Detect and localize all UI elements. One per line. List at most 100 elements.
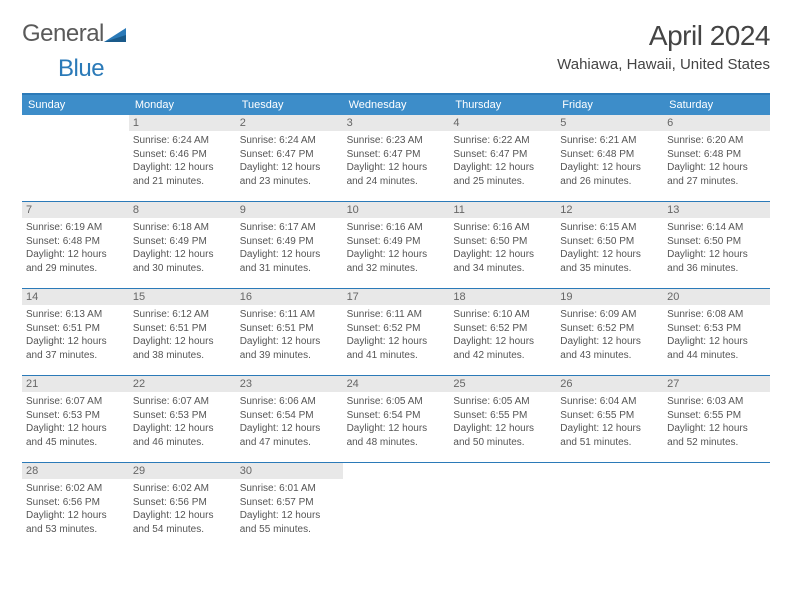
day-d1: Daylight: 12 hours (26, 509, 125, 523)
week-row: 21Sunrise: 6:07 AMSunset: 6:53 PMDayligh… (22, 376, 770, 463)
weekday-header: Thursday (449, 95, 556, 115)
day-d1: Daylight: 12 hours (240, 422, 339, 436)
day-sunrise: Sunrise: 6:01 AM (240, 482, 339, 496)
day-sunrise: Sunrise: 6:24 AM (133, 134, 232, 148)
empty-cell (556, 463, 663, 549)
day-cell: 23Sunrise: 6:06 AMSunset: 6:54 PMDayligh… (236, 376, 343, 462)
week-row: 14Sunrise: 6:13 AMSunset: 6:51 PMDayligh… (22, 289, 770, 376)
day-cell: 9Sunrise: 6:17 AMSunset: 6:49 PMDaylight… (236, 202, 343, 288)
day-d2: and 26 minutes. (560, 175, 659, 189)
day-sunset: Sunset: 6:56 PM (133, 496, 232, 510)
day-d2: and 24 minutes. (347, 175, 446, 189)
week-row: 7Sunrise: 6:19 AMSunset: 6:48 PMDaylight… (22, 202, 770, 289)
day-sunset: Sunset: 6:50 PM (453, 235, 552, 249)
day-sunset: Sunset: 6:57 PM (240, 496, 339, 510)
day-cell: 11Sunrise: 6:16 AMSunset: 6:50 PMDayligh… (449, 202, 556, 288)
day-number: 25 (449, 376, 556, 392)
day-d2: and 21 minutes. (133, 175, 232, 189)
day-cell: 27Sunrise: 6:03 AMSunset: 6:55 PMDayligh… (663, 376, 770, 462)
day-d2: and 31 minutes. (240, 262, 339, 276)
day-sunset: Sunset: 6:52 PM (560, 322, 659, 336)
day-number: 10 (343, 202, 450, 218)
day-number: 12 (556, 202, 663, 218)
day-d2: and 32 minutes. (347, 262, 446, 276)
day-sunrise: Sunrise: 6:20 AM (667, 134, 766, 148)
day-number: 1 (129, 115, 236, 131)
day-d2: and 30 minutes. (133, 262, 232, 276)
day-d1: Daylight: 12 hours (347, 422, 446, 436)
day-d1: Daylight: 12 hours (133, 335, 232, 349)
day-cell: 21Sunrise: 6:07 AMSunset: 6:53 PMDayligh… (22, 376, 129, 462)
empty-cell (663, 463, 770, 549)
day-sunrise: Sunrise: 6:07 AM (26, 395, 125, 409)
day-sunset: Sunset: 6:53 PM (26, 409, 125, 423)
day-sunrise: Sunrise: 6:11 AM (347, 308, 446, 322)
day-number: 2 (236, 115, 343, 131)
day-sunrise: Sunrise: 6:16 AM (453, 221, 552, 235)
day-d1: Daylight: 12 hours (453, 161, 552, 175)
day-cell: 26Sunrise: 6:04 AMSunset: 6:55 PMDayligh… (556, 376, 663, 462)
day-d1: Daylight: 12 hours (347, 161, 446, 175)
day-d1: Daylight: 12 hours (240, 161, 339, 175)
day-d1: Daylight: 12 hours (240, 248, 339, 262)
day-cell: 2Sunrise: 6:24 AMSunset: 6:47 PMDaylight… (236, 115, 343, 201)
day-d2: and 36 minutes. (667, 262, 766, 276)
weekday-header: Monday (129, 95, 236, 115)
day-sunrise: Sunrise: 6:05 AM (347, 395, 446, 409)
day-d1: Daylight: 12 hours (560, 422, 659, 436)
day-sunrise: Sunrise: 6:23 AM (347, 134, 446, 148)
weekday-header-row: SundayMondayTuesdayWednesdayThursdayFrid… (22, 95, 770, 115)
day-number: 18 (449, 289, 556, 305)
day-number: 23 (236, 376, 343, 392)
day-cell: 8Sunrise: 6:18 AMSunset: 6:49 PMDaylight… (129, 202, 236, 288)
day-d1: Daylight: 12 hours (667, 422, 766, 436)
day-sunset: Sunset: 6:52 PM (347, 322, 446, 336)
day-sunset: Sunset: 6:54 PM (240, 409, 339, 423)
day-sunset: Sunset: 6:48 PM (667, 148, 766, 162)
day-d2: and 52 minutes. (667, 436, 766, 450)
day-sunset: Sunset: 6:47 PM (240, 148, 339, 162)
day-sunrise: Sunrise: 6:02 AM (26, 482, 125, 496)
day-d2: and 51 minutes. (560, 436, 659, 450)
logo-word-1: General (22, 20, 104, 48)
day-d1: Daylight: 12 hours (26, 335, 125, 349)
day-number: 11 (449, 202, 556, 218)
week-row: 1Sunrise: 6:24 AMSunset: 6:46 PMDaylight… (22, 115, 770, 202)
day-sunset: Sunset: 6:49 PM (347, 235, 446, 249)
day-sunset: Sunset: 6:55 PM (667, 409, 766, 423)
day-d2: and 54 minutes. (133, 523, 232, 537)
day-d1: Daylight: 12 hours (26, 422, 125, 436)
day-d2: and 39 minutes. (240, 349, 339, 363)
day-d1: Daylight: 12 hours (347, 335, 446, 349)
day-sunset: Sunset: 6:48 PM (26, 235, 125, 249)
day-sunset: Sunset: 6:51 PM (240, 322, 339, 336)
day-d2: and 41 minutes. (347, 349, 446, 363)
weekday-header: Tuesday (236, 95, 343, 115)
day-sunset: Sunset: 6:47 PM (347, 148, 446, 162)
calendar-page: General April 2024 Wahiawa, Hawaii, Unit… (0, 0, 792, 569)
weekday-header: Saturday (663, 95, 770, 115)
day-sunset: Sunset: 6:47 PM (453, 148, 552, 162)
weeks-container: 1Sunrise: 6:24 AMSunset: 6:46 PMDaylight… (22, 115, 770, 549)
empty-cell (22, 115, 129, 201)
day-cell: 25Sunrise: 6:05 AMSunset: 6:55 PMDayligh… (449, 376, 556, 462)
day-sunset: Sunset: 6:51 PM (133, 322, 232, 336)
day-number: 20 (663, 289, 770, 305)
day-sunrise: Sunrise: 6:05 AM (453, 395, 552, 409)
day-sunrise: Sunrise: 6:11 AM (240, 308, 339, 322)
day-sunrise: Sunrise: 6:12 AM (133, 308, 232, 322)
day-d2: and 45 minutes. (26, 436, 125, 450)
day-sunrise: Sunrise: 6:14 AM (667, 221, 766, 235)
day-d1: Daylight: 12 hours (453, 422, 552, 436)
day-d1: Daylight: 12 hours (560, 335, 659, 349)
day-sunrise: Sunrise: 6:13 AM (26, 308, 125, 322)
location: Wahiawa, Hawaii, United States (557, 56, 770, 73)
weekday-header: Friday (556, 95, 663, 115)
day-sunrise: Sunrise: 6:07 AM (133, 395, 232, 409)
day-sunset: Sunset: 6:52 PM (453, 322, 552, 336)
day-number: 22 (129, 376, 236, 392)
day-cell: 3Sunrise: 6:23 AMSunset: 6:47 PMDaylight… (343, 115, 450, 201)
day-d2: and 48 minutes. (347, 436, 446, 450)
month-title: April 2024 (557, 20, 770, 52)
day-d1: Daylight: 12 hours (453, 335, 552, 349)
